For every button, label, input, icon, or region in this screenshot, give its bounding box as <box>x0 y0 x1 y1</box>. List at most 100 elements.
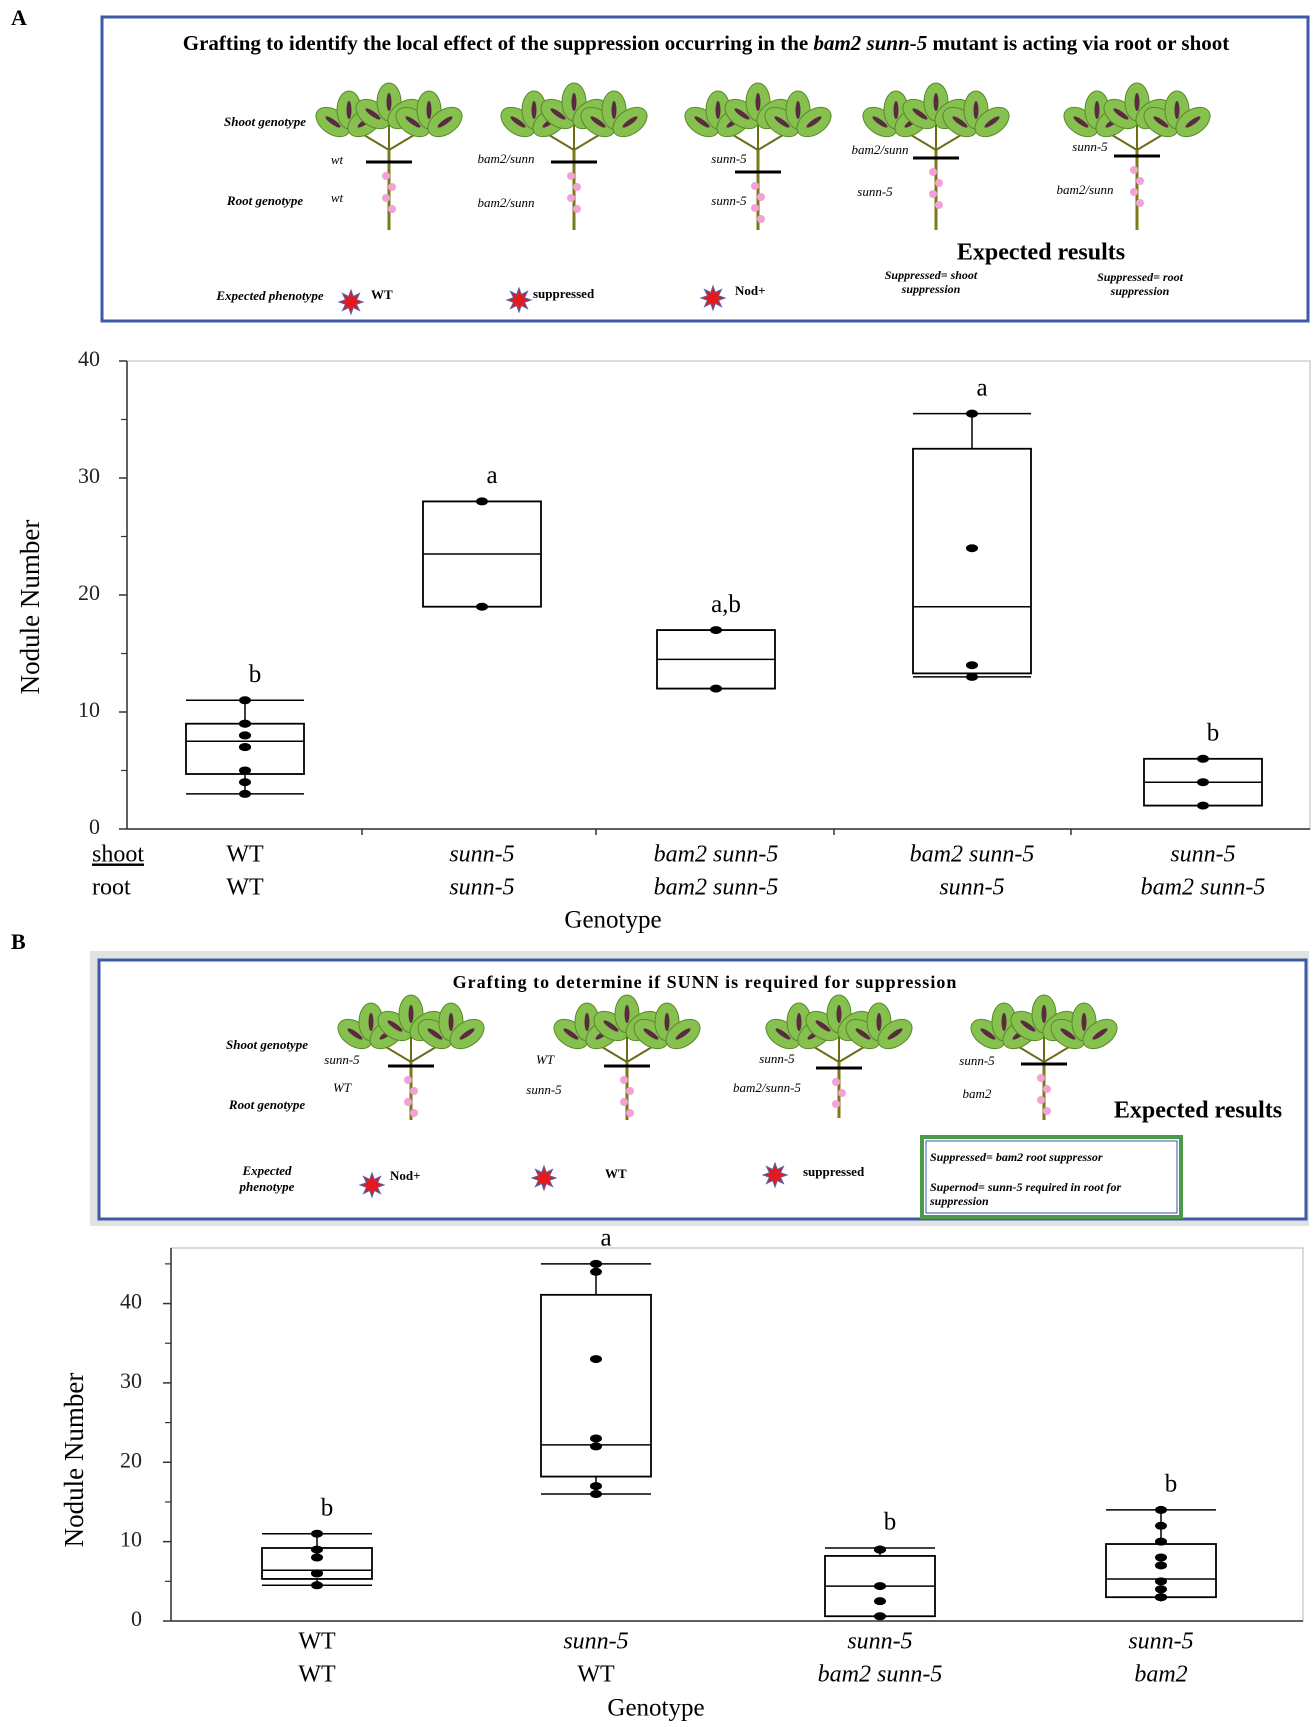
phenotype-star <box>505 286 533 314</box>
diagram-box <box>100 15 1310 323</box>
leaf-mark <box>571 93 577 111</box>
nodule <box>567 172 575 180</box>
data-point <box>239 731 251 740</box>
panel-label: B <box>11 929 26 954</box>
expected-result: Suppressed= shoot suppression <box>884 268 978 296</box>
y-tick-label: 20 <box>78 580 100 605</box>
data-point <box>874 1597 886 1606</box>
leaf-mark <box>347 1028 363 1040</box>
data-point <box>311 1553 323 1562</box>
panel-label: A <box>11 5 27 30</box>
x-tick-label: sunn-5 <box>449 875 514 901</box>
x-axis-label: Genotype <box>564 907 661 934</box>
shoot-genotype: WT <box>536 1052 555 1067</box>
leaf-mark <box>603 1020 619 1032</box>
leaf-mark <box>675 1028 691 1040</box>
data-point <box>311 1545 323 1554</box>
nodule <box>935 201 943 209</box>
leaf-mark <box>1041 1005 1047 1023</box>
row-label: Shoot genotype <box>224 114 306 129</box>
data-point <box>590 1355 602 1364</box>
data-point <box>239 719 251 728</box>
x-tick-label: bam2 sunn-5 <box>910 842 1035 868</box>
leaf-mark <box>1153 116 1169 128</box>
nodule <box>410 1087 418 1095</box>
leaf-mark <box>876 1013 882 1031</box>
root-genotype: bam2/sunn <box>477 195 534 210</box>
data-point <box>476 497 488 506</box>
nodule <box>757 215 765 223</box>
nodule <box>620 1098 628 1106</box>
nodule <box>567 194 575 202</box>
leaf-mark <box>774 116 790 128</box>
data-point <box>590 1434 602 1443</box>
leaf-mark <box>1134 93 1140 111</box>
leaf-mark <box>815 1020 831 1032</box>
title-part: Grafting to identify the local effect of… <box>182 31 814 55</box>
nodule <box>838 1089 846 1097</box>
expected-phenotype: Nod+ <box>735 283 766 298</box>
data-point <box>966 661 978 670</box>
data-point <box>966 409 978 418</box>
x-tick-label: WT <box>298 1662 336 1688</box>
significance-letter: a <box>486 462 497 489</box>
nodule <box>1136 199 1144 207</box>
data-point <box>590 1259 602 1268</box>
nodule <box>935 179 943 187</box>
significance-letter: a <box>976 374 987 401</box>
leaf-mark <box>952 116 968 128</box>
data-point <box>239 778 251 787</box>
leaf-mark <box>459 1028 475 1040</box>
expected-result: Suppressed= bam2 root suppressor <box>930 1150 1103 1164</box>
nodule <box>404 1098 412 1106</box>
nodule <box>620 1076 628 1084</box>
root-genotype: sunn-5 <box>711 193 747 208</box>
nodule <box>1043 1107 1051 1115</box>
nodule <box>832 1078 840 1086</box>
data-point <box>874 1612 886 1621</box>
data-point <box>874 1545 886 1554</box>
x-tick-label: sunn-5 <box>563 1629 628 1655</box>
nodule <box>626 1087 634 1095</box>
data-point <box>239 789 251 798</box>
nodule <box>751 182 759 190</box>
leaf-mark <box>887 1028 903 1040</box>
y-tick-label: 10 <box>120 1527 142 1552</box>
data-point <box>476 602 488 611</box>
leaf-mark <box>643 1028 659 1040</box>
leaf-mark <box>622 116 638 128</box>
phenotype-star <box>358 1171 386 1199</box>
leaf-mark <box>1094 101 1100 119</box>
data-point <box>311 1569 323 1578</box>
leaf-mark <box>531 101 537 119</box>
root-genotype: bam2 <box>963 1086 992 1101</box>
data-point <box>1155 1537 1167 1546</box>
nodule <box>410 1109 418 1117</box>
title-part: Grafting to determine if SUNN is require… <box>452 972 958 992</box>
data-point <box>1197 754 1209 763</box>
leaf-mark <box>893 101 899 119</box>
x-axis-label: Genotype <box>607 1695 704 1722</box>
nodule <box>1037 1074 1045 1082</box>
nodule <box>626 1109 634 1117</box>
leaf-mark <box>437 116 453 128</box>
x-tick-label: bam2 sunn-5 <box>654 875 779 901</box>
leaf-mark <box>1174 101 1180 119</box>
leaf-mark <box>1081 1013 1087 1031</box>
data-point <box>1155 1521 1167 1530</box>
nodule <box>1037 1096 1045 1104</box>
data-point <box>239 743 251 752</box>
data-point <box>1155 1561 1167 1570</box>
leaf-mark <box>1073 116 1089 128</box>
data-point <box>1155 1585 1167 1594</box>
x-tick-label: WT <box>298 1629 336 1655</box>
leaf-mark <box>795 101 801 119</box>
plant <box>315 82 463 230</box>
x-tick-label: bam2 <box>1134 1662 1187 1688</box>
x-tick-label: bam2 sunn-5 <box>654 842 779 868</box>
shoot-genotype: sunn-5 <box>759 1051 795 1066</box>
row-label: root <box>92 875 131 901</box>
y-tick-label: 40 <box>120 1289 142 1314</box>
y-tick-label: 30 <box>120 1368 142 1393</box>
